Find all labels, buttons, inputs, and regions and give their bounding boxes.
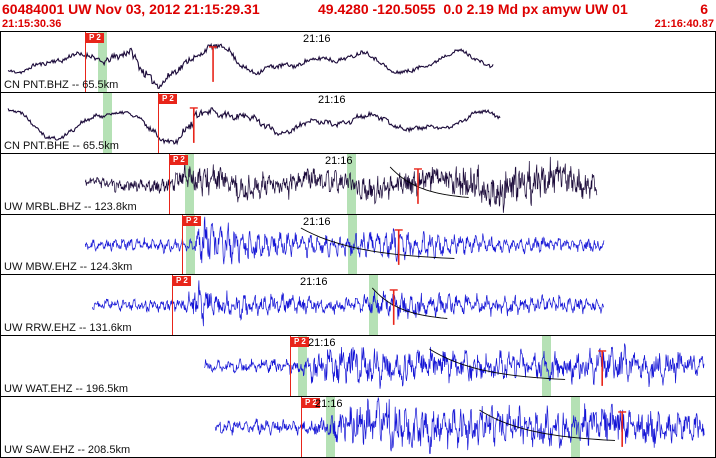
waveform-canvas[interactable]	[1, 93, 715, 153]
window-start-time: 21:15:30.36	[2, 18, 62, 30]
trace-list: P 2 21:16 CN PNT.BHZ -- 65.5km P 2 21:16 CN P…	[0, 31, 716, 458]
waveform-canvas[interactable]	[1, 397, 715, 457]
pick-flag[interactable]: P 2	[183, 215, 201, 226]
waveform-canvas[interactable]	[1, 215, 715, 275]
pick-line[interactable]	[172, 275, 173, 336]
coda-decay-curve	[479, 409, 616, 442]
trace-panel-uw-rrw-ehz[interactable]: P 2 21:16 UW RRW.EHZ -- 131.6km	[1, 275, 715, 337]
coda-decay-curve	[300, 227, 455, 259]
waveform-trace	[92, 280, 604, 327]
arrival-window-band	[186, 214, 195, 275]
duration-marker[interactable]	[394, 228, 403, 265]
pick-line[interactable]	[290, 336, 291, 397]
waveform-trace	[84, 216, 605, 264]
pick-line[interactable]	[158, 92, 159, 153]
waveform-trace	[7, 106, 501, 146]
arrival-window-band	[298, 336, 307, 397]
duration-marker[interactable]	[598, 350, 607, 387]
waveform-canvas[interactable]	[1, 154, 715, 214]
arrival-window-band	[103, 92, 112, 153]
pick-flag[interactable]: P 2	[173, 276, 191, 287]
event-trace-count: 6	[700, 1, 708, 17]
duration-marker[interactable]	[209, 46, 218, 82]
arrival-window-band	[571, 397, 580, 458]
pick-flag[interactable]: P 2	[170, 154, 188, 165]
trace-panel-uw-saw-ehz[interactable]: P 2 21:16 UW SAW.EHZ -- 208.5km	[1, 397, 715, 458]
duration-marker[interactable]	[618, 411, 627, 448]
time-window-bar: 21:15:30.36 21:16:40.87	[0, 18, 716, 31]
waveform-trace	[7, 42, 494, 89]
station-label: UW RRW.EHZ -- 131.6km	[4, 322, 132, 335]
event-id-origin-time: 60484001 UW Nov 03, 2012 21:15:29.31	[2, 1, 260, 17]
waveform-trace	[204, 343, 705, 390]
trace-panel-cn-pnt-bhz[interactable]: P 2 21:16 CN PNT.BHZ -- 65.5km	[1, 32, 715, 93]
trace-panel-uw-wat-ehz[interactable]: P 2 21:16 UW WAT.EHZ -- 196.5km	[1, 336, 715, 398]
station-label: CN PNT.BHZ -- 65.5km	[4, 78, 119, 91]
coda-decay-curve	[371, 288, 448, 320]
trace-panel-uw-mbw-ehz[interactable]: P 2 21:16 UW MBW.EHZ -- 124.3km	[1, 214, 715, 276]
waveform-trace	[214, 397, 705, 455]
minute-label: 21:16	[303, 33, 331, 45]
waveform-canvas[interactable]	[1, 32, 715, 92]
pick-line[interactable]	[169, 153, 170, 214]
event-header: 60484001 UW Nov 03, 2012 21:15:29.31 49.…	[0, 0, 716, 18]
trace-panel-uw-mrbl-bhz[interactable]: P 2 21:16 UW MRBL.BHZ -- 123.8km	[1, 153, 715, 215]
station-label: CN PNT.BHE -- 65.5km	[4, 139, 119, 152]
arrival-window-band	[347, 153, 356, 214]
minute-label: 21:16	[325, 154, 353, 167]
station-label: UW WAT.EHZ -- 196.5km	[4, 383, 129, 396]
arrival-window-band	[348, 214, 357, 275]
pick-line[interactable]	[85, 32, 86, 92]
pick-flag[interactable]: P 2	[302, 398, 320, 409]
minute-label: 21:16	[308, 337, 336, 350]
coda-decay-curve	[429, 348, 566, 381]
pick-flag[interactable]: P 2	[86, 33, 104, 43]
pick-line[interactable]	[182, 214, 183, 275]
pick-flag[interactable]: P 2	[291, 337, 309, 348]
waveform-trace	[84, 156, 598, 213]
window-end-time: 21:16:40.87	[654, 18, 714, 30]
trace-panel-cn-pnt-bhe[interactable]: P 2 21:16 CN PNT.BHE -- 65.5km	[1, 92, 715, 154]
event-location-magnitude: 49.4280 -120.5055 0.0 2.19 Md px amyw UW…	[318, 1, 628, 17]
waveform-canvas[interactable]	[1, 336, 715, 396]
station-label: UW MRBL.BHZ -- 123.8km	[4, 200, 137, 213]
coda-decay-curve	[389, 166, 469, 198]
waveform-canvas[interactable]	[1, 275, 715, 335]
arrival-window-band	[185, 153, 194, 214]
station-label: UW SAW.EHZ -- 208.5km	[4, 444, 131, 457]
duration-marker[interactable]	[413, 167, 422, 204]
minute-label: 21:16	[315, 398, 343, 411]
minute-label: 21:16	[300, 276, 328, 289]
arrival-window-band	[369, 275, 378, 336]
pick-flag[interactable]: P 2	[159, 93, 177, 104]
station-label: UW MBW.EHZ -- 124.3km	[4, 261, 133, 274]
duration-marker[interactable]	[389, 289, 398, 326]
minute-label: 21:16	[303, 215, 331, 228]
minute-label: 21:16	[318, 93, 346, 106]
duration-marker[interactable]	[189, 107, 198, 143]
pick-line[interactable]	[301, 397, 302, 458]
